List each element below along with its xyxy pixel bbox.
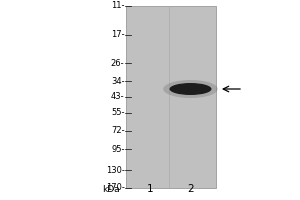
Text: 1: 1 xyxy=(147,184,153,194)
Text: 95-: 95- xyxy=(111,145,124,154)
Text: 26-: 26- xyxy=(111,59,124,68)
Bar xyxy=(126,6,216,188)
Text: 2: 2 xyxy=(187,184,194,194)
Text: kDa: kDa xyxy=(102,185,120,194)
Ellipse shape xyxy=(163,80,218,98)
Text: 55-: 55- xyxy=(111,108,124,117)
Text: 11-: 11- xyxy=(111,1,124,10)
Text: 17-: 17- xyxy=(111,30,124,39)
Text: 130-: 130- xyxy=(106,166,124,175)
Ellipse shape xyxy=(169,83,211,95)
Text: 34-: 34- xyxy=(111,77,124,86)
Text: 72-: 72- xyxy=(111,126,124,135)
Text: 170-: 170- xyxy=(106,184,124,192)
Text: 43-: 43- xyxy=(111,92,124,101)
